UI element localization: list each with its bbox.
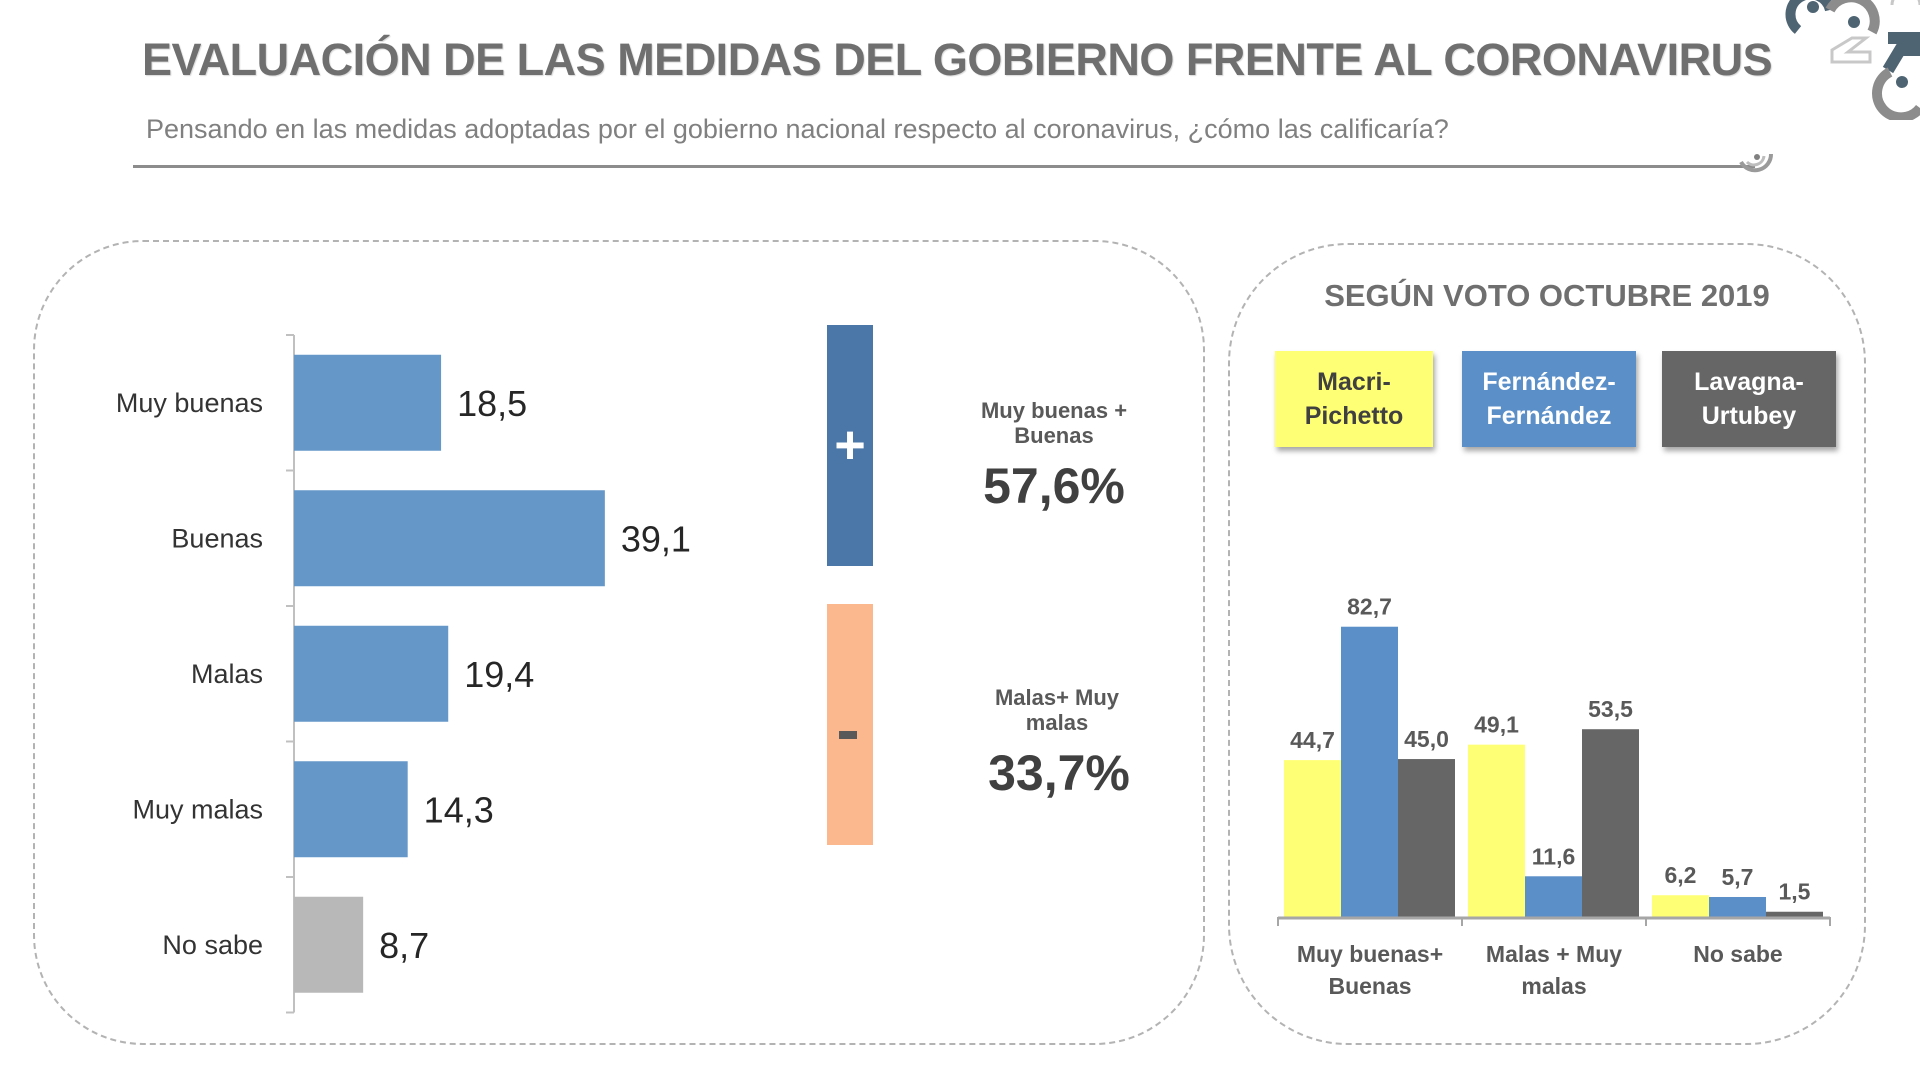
value-label: 6,2 — [1665, 862, 1697, 888]
page-subtitle: Pensando en las medidas adoptadas por el… — [146, 114, 1449, 144]
negative-summary-label-line2: malas — [1026, 710, 1088, 735]
legend-label-line2: Urtubey — [1701, 402, 1797, 430]
positive-summary-label-line2: Buenas — [1014, 423, 1093, 448]
category-label: Malas — [191, 659, 263, 689]
overall-results-panel — [33, 240, 1205, 1045]
category-label: No sabe — [162, 930, 263, 960]
legend-label-line1: Fernández- — [1482, 368, 1616, 396]
legend-label-line1: Macri- — [1317, 368, 1391, 396]
value-label: 44,7 — [1290, 727, 1335, 753]
value-label: 18,5 — [457, 383, 527, 424]
category-label: No sabe — [1693, 941, 1782, 967]
bar-muy-buenas — [294, 354, 442, 451]
positive-indicator-bar — [827, 325, 873, 566]
legend-label-line1: Lavagna- — [1694, 368, 1804, 396]
positive-summary-value: 57,6% — [983, 458, 1125, 514]
category-label: Buenas — [171, 523, 263, 553]
legend-fernandez-fernandez: Fernández- Fernández — [1462, 351, 1636, 447]
bar-no-sabe — [294, 896, 364, 993]
value-label: 53,5 — [1588, 696, 1633, 722]
legend-label-line2: Fernández — [1486, 402, 1612, 430]
category-label: Muy malas — [132, 794, 263, 824]
bar-fern-ndez-fern-ndez — [1341, 626, 1398, 917]
bar-buenas — [294, 490, 605, 587]
header-divider — [133, 165, 1755, 168]
bar-macri-pichetto — [1468, 744, 1525, 917]
bar-fern-ndez-fern-ndez — [1525, 876, 1582, 917]
value-label: 45,0 — [1404, 726, 1449, 752]
negative-summary-label-line1: Malas+ Muy — [995, 685, 1120, 710]
category-label: Muy buenas+ — [1297, 941, 1443, 967]
divider-end-ornament-icon — [1739, 153, 1774, 173]
brand-logo-icon — [1785, 0, 1920, 120]
category-label: Muy buenas — [116, 388, 263, 418]
positive-summary-label-line1: Muy buenas + — [981, 398, 1127, 423]
bar-fern-ndez-fern-ndez — [1709, 896, 1766, 917]
value-label: 5,7 — [1722, 864, 1754, 890]
value-label: 8,7 — [379, 925, 429, 966]
value-label: 19,4 — [464, 654, 534, 695]
plus-icon: + — [834, 415, 866, 475]
category-label: Buenas — [1328, 973, 1411, 999]
value-label: 14,3 — [424, 789, 494, 830]
legend-label: Macri- Pichetto — [1305, 365, 1404, 433]
value-label: 49,1 — [1474, 712, 1519, 738]
bar-macri-pichetto — [1284, 760, 1341, 917]
legend-label-line2: Pichetto — [1304, 402, 1404, 430]
value-label: 39,1 — [621, 518, 691, 559]
negative-indicator-bar — [827, 604, 873, 845]
bar-muy-malas — [294, 761, 408, 858]
by-vote-panel — [1228, 243, 1866, 1045]
category-label: malas — [1521, 973, 1586, 999]
minus-icon — [839, 731, 857, 739]
page-title: EVALUACIÓN DE LAS MEDIDAS DEL GOBIERNO F… — [142, 34, 1773, 85]
legend-label: Lavagna- Urtubey — [1694, 365, 1804, 433]
bar-lavagna-urtubey — [1582, 729, 1639, 917]
bar-lavagna-urtubey — [1766, 911, 1823, 917]
negative-summary-value: 33,7% — [988, 745, 1130, 801]
value-label: 11,6 — [1532, 843, 1576, 869]
category-label: Malas + Muy — [1486, 941, 1622, 967]
value-label: 82,7 — [1347, 594, 1392, 620]
legend-label: Fernández- Fernández — [1482, 365, 1615, 433]
legend-macri-pichetto: Macri- Pichetto — [1275, 351, 1433, 447]
legend-lavagna-urtubey: Lavagna- Urtubey — [1662, 351, 1836, 447]
by-vote-title: SEGÚN VOTO OCTUBRE 2019 — [1324, 278, 1770, 313]
value-label: 1,5 — [1779, 879, 1811, 905]
bar-lavagna-urtubey — [1398, 759, 1455, 917]
bar-macri-pichetto — [1652, 895, 1709, 917]
bar-malas — [294, 625, 449, 722]
